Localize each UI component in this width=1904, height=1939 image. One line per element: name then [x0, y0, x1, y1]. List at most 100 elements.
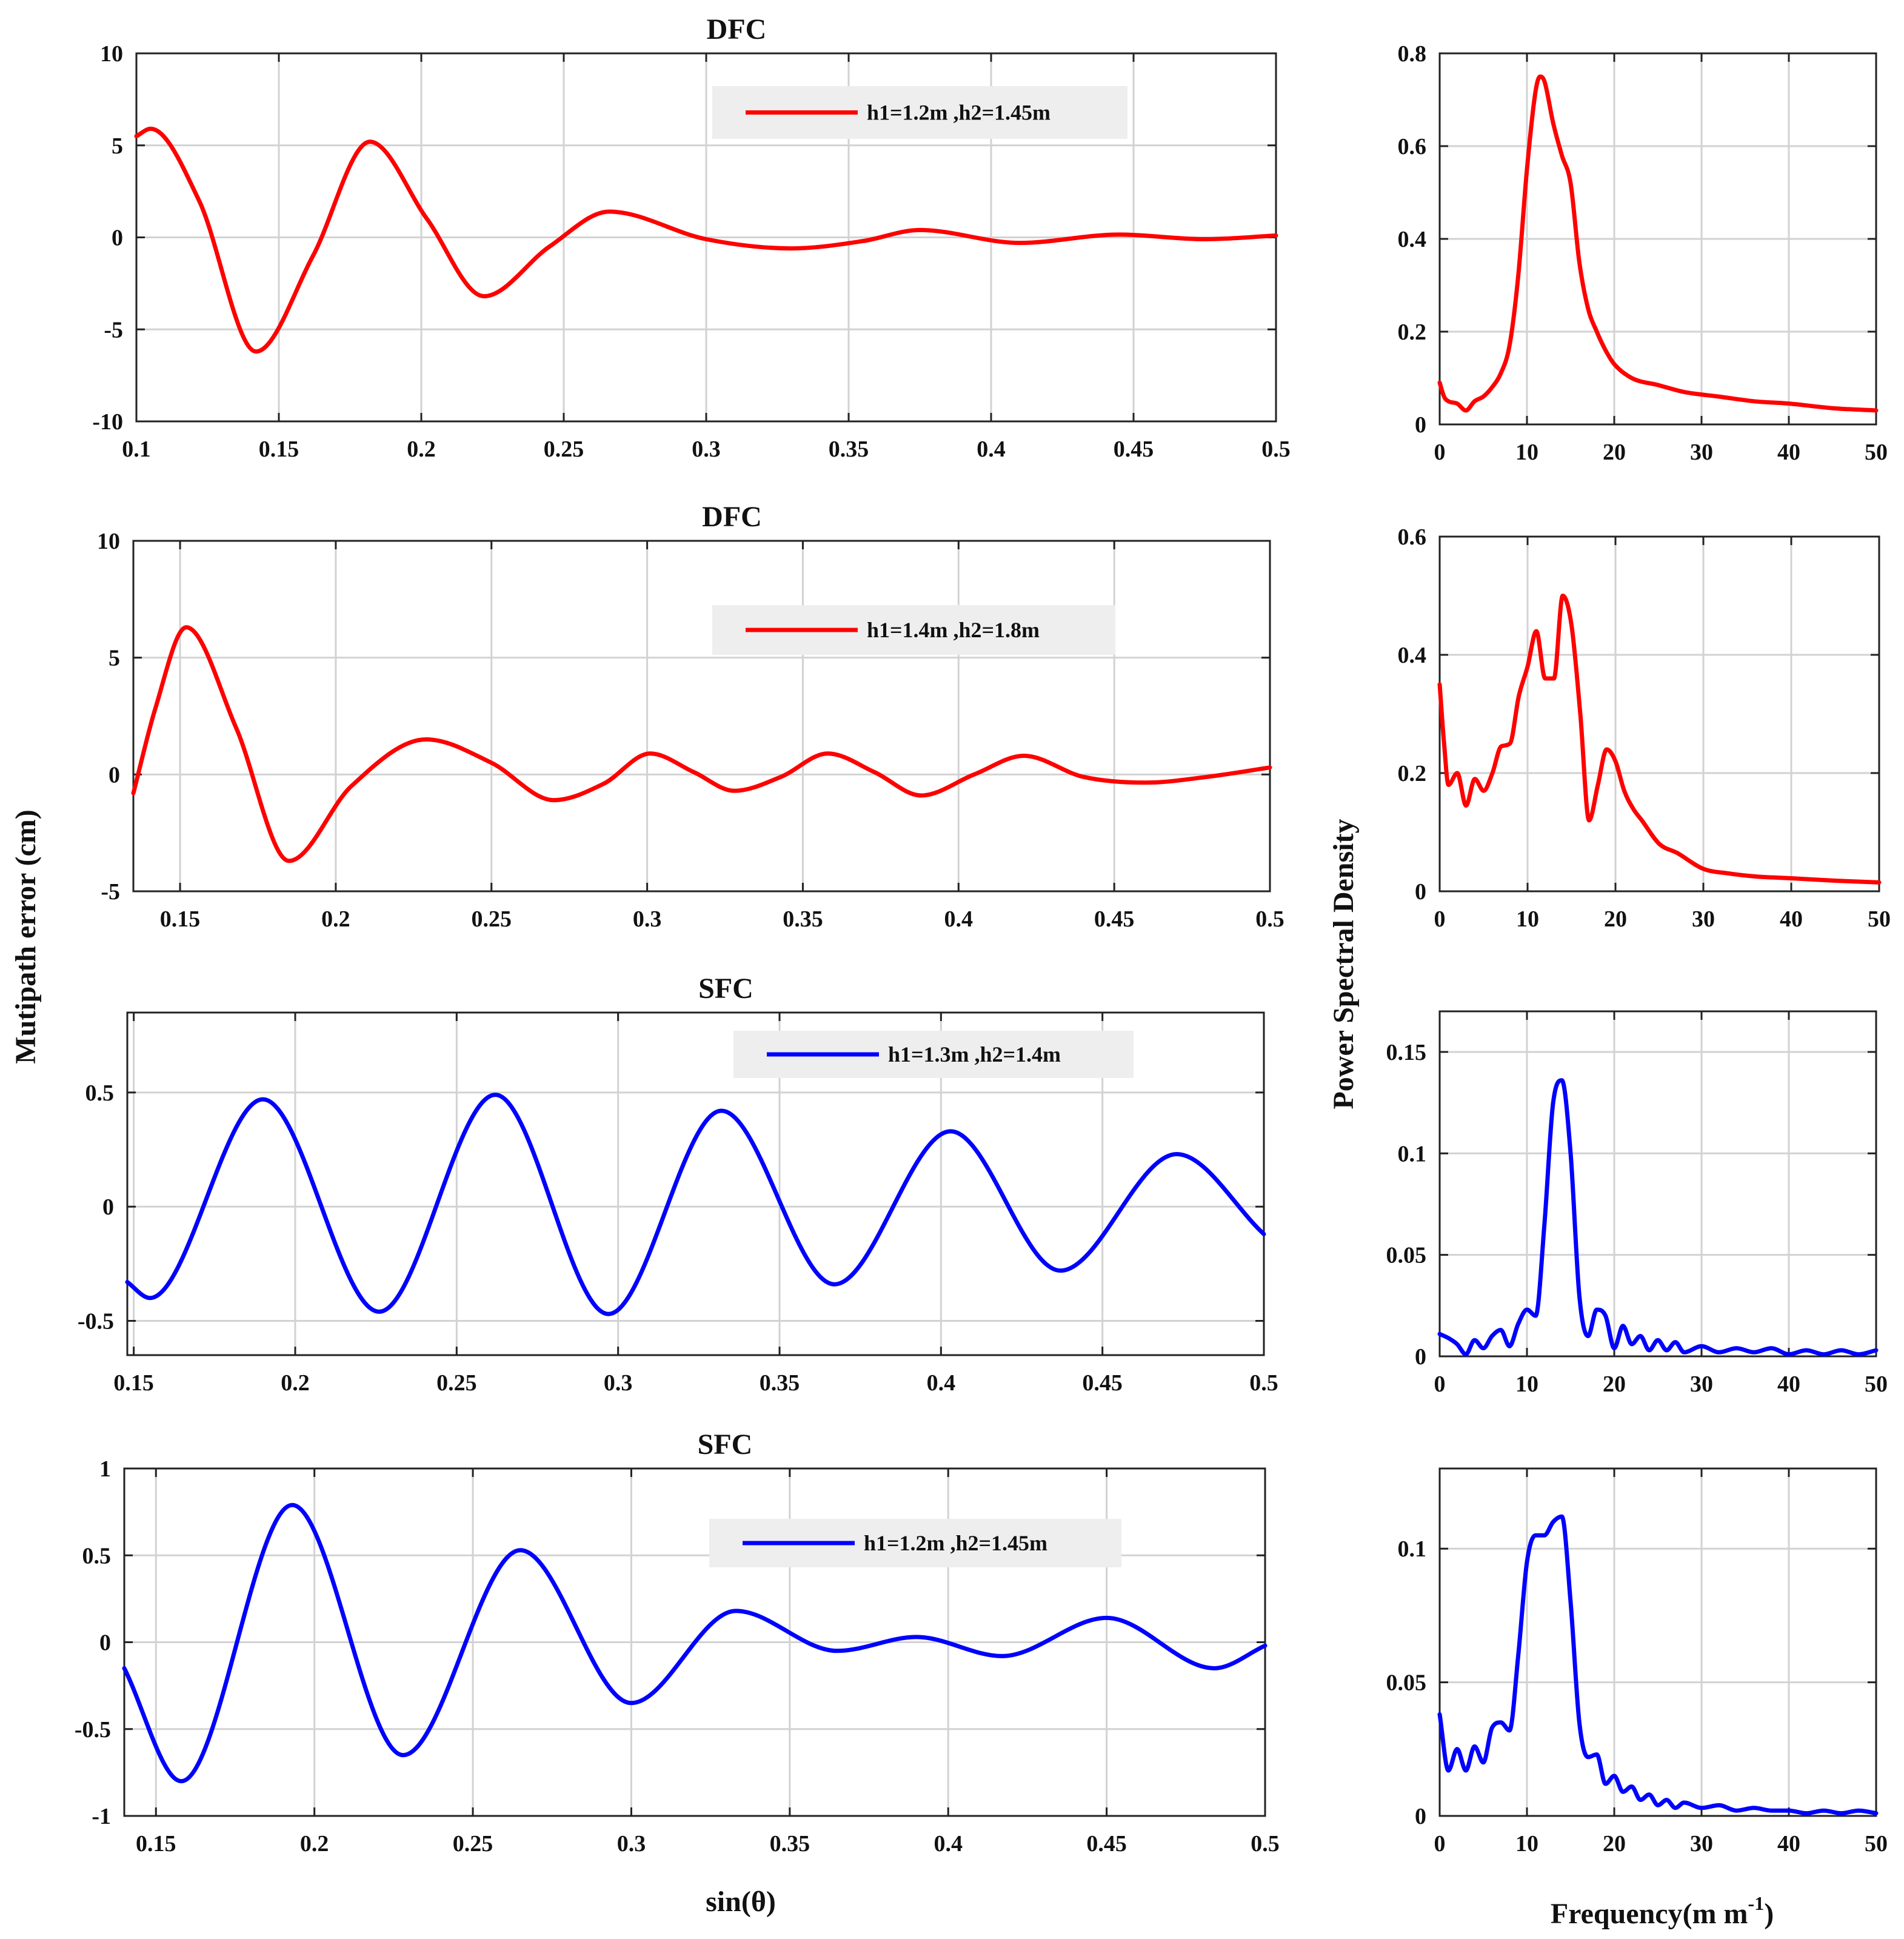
x-tick-label: 0.4 — [977, 437, 1006, 462]
x-tick-label: 30 — [1690, 1831, 1713, 1857]
x-tick-label: 0.35 — [770, 1831, 810, 1857]
y-tick-label: -0.5 — [78, 1309, 114, 1335]
series-line — [1437, 1078, 1879, 1357]
plot-frame — [1438, 1010, 1877, 1358]
x-tick-label: 0.35 — [760, 1370, 800, 1396]
y-tick-label: 0.05 — [1386, 1243, 1427, 1268]
y-tick-label: 1 — [99, 1456, 111, 1482]
y-tick-label: 10 — [100, 41, 123, 67]
y-tick-label: -5 — [104, 317, 123, 343]
y-tick-label: 0.8 — [1398, 41, 1427, 67]
x-tick-label: 0.4 — [944, 906, 974, 932]
x-tick-label: 0.4 — [934, 1831, 963, 1857]
legend: h1=1.3m ,h2=1.4m — [733, 1031, 1134, 1078]
y-tick-label: 0 — [1415, 412, 1426, 438]
y-tick-label: 0 — [1415, 1344, 1426, 1370]
x-tick-label: 40 — [1777, 440, 1800, 465]
x-tick-label: 20 — [1603, 1831, 1626, 1857]
plot-frame — [1438, 535, 1880, 892]
y-tick-label: 0.5 — [85, 1080, 115, 1106]
y-tick-label: 0.1 — [1398, 1536, 1427, 1562]
x-tick-label: 50 — [1865, 1831, 1888, 1857]
x-tick-label: 0.5 — [1261, 437, 1291, 462]
y-tick-label: 0.4 — [1398, 643, 1427, 668]
x-tick-label: 40 — [1780, 906, 1803, 932]
x-tick-label: 0.15 — [259, 437, 299, 462]
y-tick-label: 0.6 — [1398, 134, 1427, 159]
y-tick-label: 0 — [99, 1630, 111, 1656]
y-tick-label: 0.15 — [1386, 1040, 1427, 1065]
x-tick-label: 10 — [1515, 1831, 1538, 1857]
left-y-axis-label: Mutipath error (cm) — [10, 809, 42, 1063]
x-tick-label: 10 — [1515, 440, 1538, 465]
x-tick-label: 30 — [1690, 1371, 1713, 1397]
legend: h1=1.2m ,h2=1.45m — [712, 86, 1127, 139]
chart-title: DFC — [702, 501, 762, 533]
x-tick-label: 50 — [1868, 906, 1891, 932]
x-tick-label: 0.2 — [321, 906, 350, 932]
x-tick-label: 50 — [1865, 440, 1888, 465]
y-tick-label: 0 — [102, 1194, 114, 1220]
chart-mp3: 0.15 0.2 0.25 0.3 0.35 0.4 0.45 0.5 -0.5 0 0.5 SFC h… — [78, 973, 1278, 1396]
y-tick-label: -5 — [101, 879, 120, 905]
right-x-label-main: Frequency(m m — [1551, 1898, 1748, 1930]
chart-mp2: 0.15 0.2 0.25 0.3 0.35 0.4 0.45 0.5 -5 0 5 10 DFC h1=… — [97, 501, 1284, 932]
x-tick-label: 10 — [1515, 1371, 1538, 1397]
legend-label: h1=1.4m ,h2=1.8m — [867, 618, 1040, 642]
x-tick-label: 0.35 — [783, 906, 823, 932]
y-tick-label: 5 — [112, 133, 123, 159]
x-tick-label: 0.25 — [472, 906, 512, 932]
x-tick-label: 20 — [1603, 440, 1626, 465]
x-tick-label: 0 — [1434, 440, 1446, 465]
plot-frame — [132, 540, 1271, 892]
y-tick-label: 0.1 — [1398, 1141, 1427, 1167]
y-tick-label: -0.5 — [75, 1717, 111, 1743]
x-tick-label: 0.25 — [453, 1831, 493, 1857]
plot-frame — [1438, 1467, 1877, 1817]
x-tick-label: 50 — [1865, 1371, 1888, 1397]
y-tick-label: 0.4 — [1398, 227, 1427, 252]
chart-title: DFC — [707, 13, 767, 45]
x-tick-label: 0.5 — [1249, 1370, 1278, 1396]
y-tick-label: -1 — [92, 1804, 111, 1829]
chart-psd4: 0 10 20 30 40 50 0 0.05 0.1 — [1386, 1467, 1888, 1857]
x-tick-label: 0.2 — [300, 1831, 329, 1857]
chart-psd1: 0 10 20 30 40 50 0 0.2 0.4 0.6 0.8 — [1398, 41, 1888, 465]
x-tick-label: 0.2 — [281, 1370, 310, 1396]
legend: h1=1.2m ,h2=1.45m — [709, 1519, 1121, 1567]
y-tick-label: 0.5 — [82, 1543, 112, 1569]
x-tick-label: 40 — [1777, 1371, 1800, 1397]
y-tick-label: 0 — [109, 762, 120, 788]
left-x-axis-label: sin(θ) — [706, 1886, 776, 1918]
x-tick-label: 20 — [1603, 1371, 1626, 1397]
y-tick-label: 5 — [109, 646, 120, 671]
x-tick-label: 0 — [1434, 906, 1446, 932]
series-line — [134, 126, 1278, 354]
chart-psd3: 0 10 20 30 40 50 0 0.05 0.1 0.15 — [1386, 1010, 1888, 1397]
x-tick-label: 0.45 — [1094, 906, 1135, 932]
series-line — [122, 1502, 1268, 1784]
plot-frame — [126, 1011, 1265, 1356]
x-tick-label: 20 — [1604, 906, 1627, 932]
chart-title: SFC — [698, 973, 753, 1005]
x-tick-label: 0.3 — [604, 1370, 633, 1396]
y-tick-label: 0 — [112, 226, 123, 251]
x-tick-label: 0.15 — [160, 906, 201, 932]
series-line — [1437, 74, 1879, 413]
x-tick-label: 0.35 — [829, 437, 869, 462]
x-tick-label: 0.25 — [436, 1370, 477, 1396]
chart-psd2: 0 10 20 30 40 50 0 0.2 0.4 0.6 — [1398, 524, 1891, 932]
y-tick-label: 0 — [1415, 879, 1426, 905]
right-x-label-close: ) — [1764, 1898, 1774, 1930]
y-tick-label: 0.2 — [1398, 320, 1427, 345]
x-tick-label: 10 — [1516, 906, 1539, 932]
x-tick-label: 0.45 — [1082, 1370, 1123, 1396]
right-x-label-superscript: -1 — [1748, 1892, 1765, 1914]
right-y-axis-label: Power Spectral Density — [1328, 819, 1360, 1109]
y-tick-label: -10 — [92, 409, 123, 435]
chart-title: SFC — [698, 1428, 753, 1461]
x-tick-label: 30 — [1690, 440, 1713, 465]
chart-mp1: 0.1 0.15 0.2 0.25 0.3 0.35 0.4 0.45 0.5 -10 -5 0 5 10… — [92, 13, 1290, 462]
legend-label: h1=1.2m ,h2=1.45m — [867, 101, 1051, 125]
